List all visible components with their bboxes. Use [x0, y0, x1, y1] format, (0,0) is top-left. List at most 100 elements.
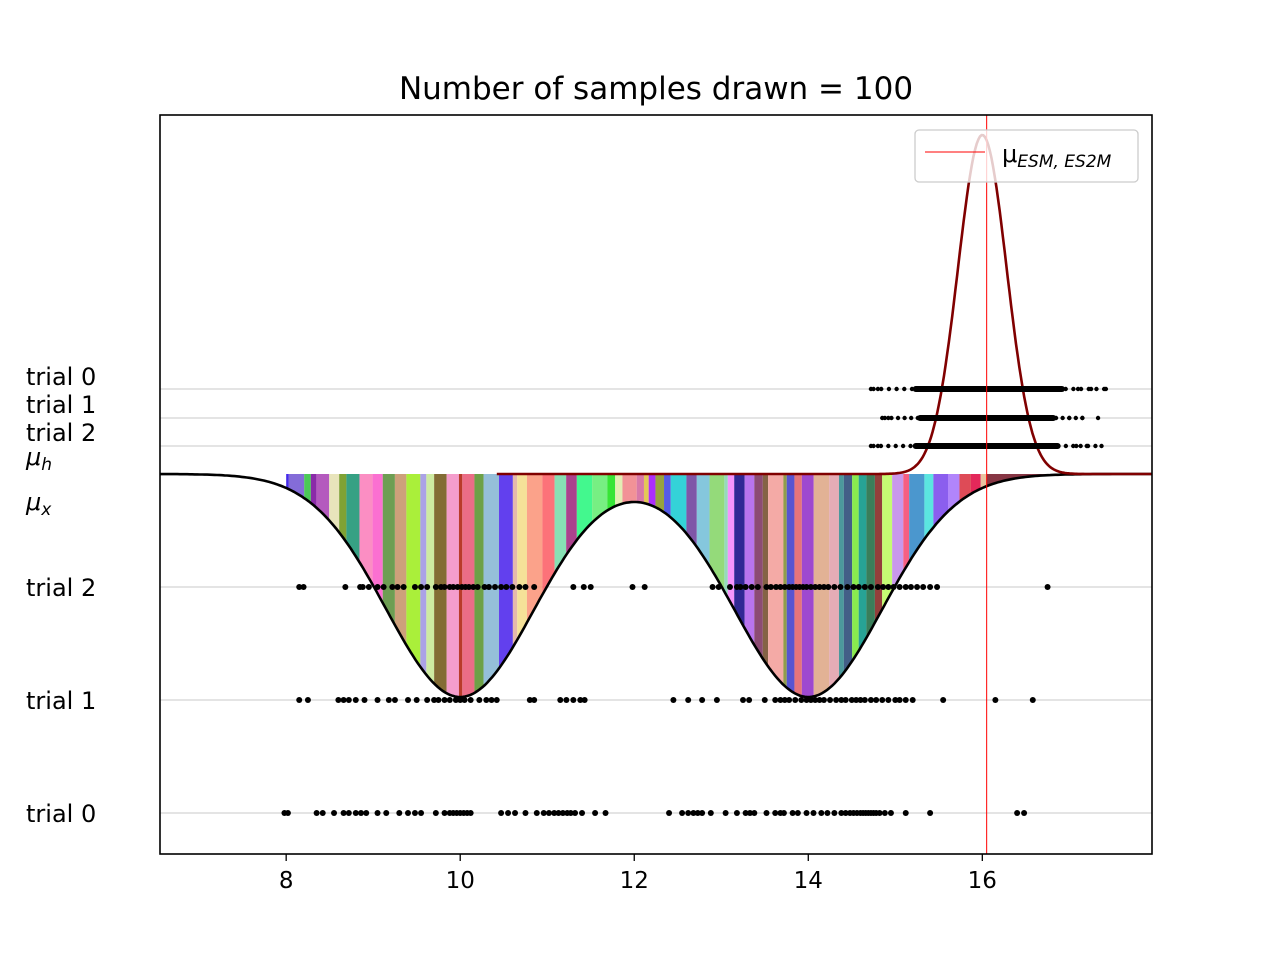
- sample-point: [461, 697, 468, 703]
- sample-point: [955, 415, 960, 421]
- sample-point: [452, 697, 459, 703]
- sample-point: [902, 810, 909, 816]
- sample-point: [1055, 386, 1061, 392]
- sample-point: [890, 584, 897, 590]
- density-strip: [655, 474, 665, 513]
- legend-label-sub: ESM, ES2M: [1017, 152, 1111, 172]
- sample-point: [1027, 415, 1032, 421]
- density-strip: [874, 474, 883, 623]
- sample-point: [807, 697, 814, 703]
- sample-point: [948, 386, 953, 392]
- sample-point: [374, 584, 381, 590]
- sample-point: [902, 415, 907, 421]
- density-strip: [909, 474, 925, 562]
- sample-point: [493, 697, 500, 703]
- density-strip: [517, 474, 527, 640]
- sample-point: [908, 443, 913, 449]
- sample-point: [978, 386, 984, 392]
- y-label-h2: trial 2: [26, 419, 96, 447]
- density-strip: [420, 474, 427, 675]
- density-strip: [359, 474, 373, 585]
- density-strip: [670, 474, 687, 534]
- sample-point: [1017, 386, 1022, 392]
- sample-point: [825, 584, 832, 590]
- sample-point: [927, 584, 934, 590]
- sample-point: [982, 443, 987, 449]
- density-strip: [986, 474, 1152, 487]
- sample-point: [533, 810, 540, 816]
- density-strip: [382, 474, 395, 626]
- sample-point: [405, 697, 411, 703]
- sample-point: [868, 443, 874, 449]
- sample-point: [1041, 443, 1046, 449]
- sample-point: [694, 810, 701, 816]
- sample-point: [981, 415, 986, 421]
- sample-point: [1095, 415, 1101, 421]
- sample-point: [431, 697, 438, 703]
- sample-point: [810, 810, 817, 816]
- sample-point: [284, 810, 291, 816]
- sample-point: [786, 697, 793, 703]
- sample-point: [666, 810, 673, 816]
- sample-point: [1053, 415, 1059, 421]
- sample-point: [842, 697, 849, 703]
- sample-point: [465, 584, 472, 590]
- sample-point: [879, 386, 884, 392]
- sample-point: [629, 584, 636, 590]
- legend[interactable]: μESM, ES2M: [914, 129, 1139, 183]
- density-strip: [499, 474, 513, 669]
- sample-point: [892, 697, 899, 703]
- density-strip: [924, 474, 934, 540]
- sample-point: [391, 697, 398, 703]
- sample-point: [1094, 386, 1099, 392]
- sample-point: [816, 697, 823, 703]
- sample-point: [960, 443, 965, 449]
- sample-point: [587, 584, 594, 590]
- sample-point: [526, 697, 533, 703]
- sample-point: [685, 810, 692, 816]
- density-strip: [734, 474, 745, 629]
- sample-point: [467, 697, 474, 703]
- sample-point: [838, 697, 845, 703]
- sample-point: [742, 810, 749, 816]
- sample-point: [446, 697, 453, 703]
- sample-point: [945, 443, 950, 449]
- sample-point: [885, 697, 892, 703]
- sample-point: [767, 584, 774, 590]
- sample-point: [685, 697, 692, 703]
- sample-point: [915, 415, 920, 421]
- sample-point: [340, 697, 347, 703]
- sample-point: [304, 697, 311, 703]
- sample-point: [742, 584, 749, 590]
- sample-point: [763, 810, 770, 816]
- sample-point: [592, 810, 599, 816]
- sample-point: [1040, 386, 1045, 392]
- sample-point: [855, 584, 862, 590]
- sample-point: [570, 697, 577, 703]
- density-strip: [768, 474, 784, 685]
- sample-point: [557, 697, 564, 703]
- density-strip: [643, 474, 649, 505]
- sample-point: [781, 584, 788, 590]
- sample-point: [563, 697, 570, 703]
- density-strip: [696, 474, 710, 567]
- density-strip: [762, 474, 769, 667]
- sample-point: [342, 584, 349, 590]
- sample-point: [503, 584, 510, 590]
- density-strip: [526, 474, 543, 623]
- sample-point: [971, 386, 976, 392]
- sample-point: [875, 386, 881, 392]
- sample-point: [340, 810, 347, 816]
- sample-point: [1029, 697, 1036, 703]
- sample-point: [385, 697, 392, 703]
- sample-point: [915, 443, 921, 449]
- sample-point: [994, 415, 999, 421]
- sample-point: [509, 584, 516, 590]
- sample-point: [690, 810, 697, 816]
- sample-point: [1063, 443, 1069, 449]
- sample-point: [896, 697, 903, 703]
- sample-point: [746, 810, 753, 816]
- sample-point: [352, 810, 359, 816]
- sample-point: [394, 584, 401, 590]
